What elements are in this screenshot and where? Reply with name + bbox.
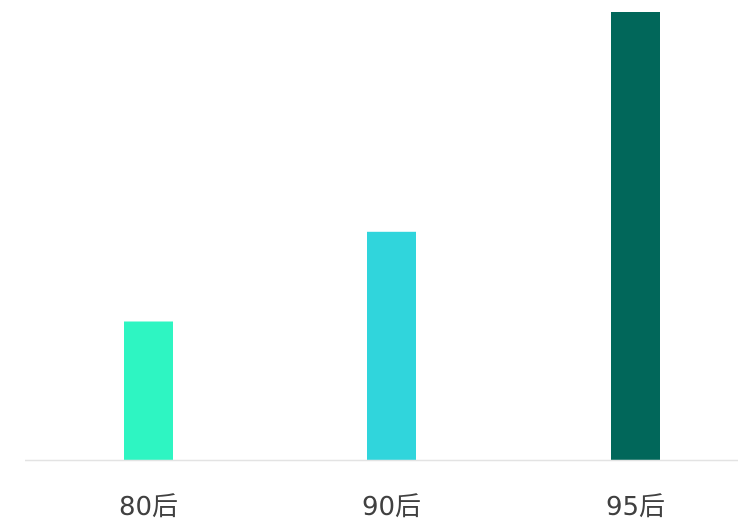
bar-0 [124,321,173,461]
x-tick-label-1: 90后 [362,492,421,518]
x-axis-labels: 80后 90后 95后 [119,492,665,518]
bar-2 [611,12,660,461]
x-tick-label-0: 80后 [119,492,178,518]
bar-1 [367,231,416,461]
bars-group [124,12,660,461]
x-tick-label-2: 95后 [606,492,665,518]
